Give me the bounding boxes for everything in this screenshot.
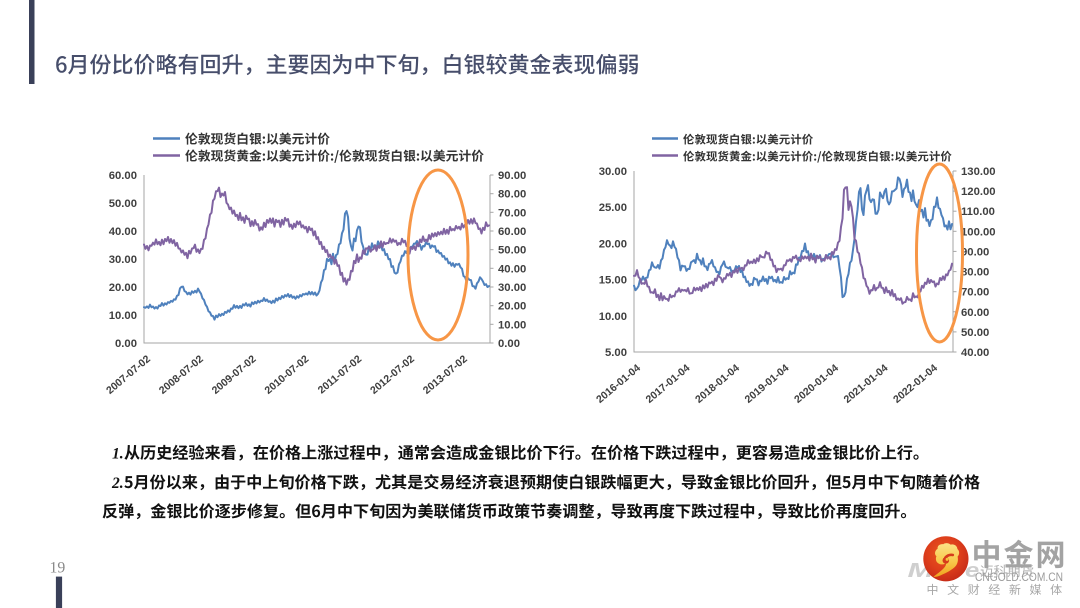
- svg-text:50.00: 50.00: [961, 327, 989, 339]
- svg-text:2.: 2.: [111, 475, 124, 492]
- svg-text:5.00: 5.00: [605, 347, 627, 359]
- svg-text:e: e: [965, 558, 979, 581]
- svg-text:70.00: 70.00: [961, 287, 989, 299]
- svg-text:60.00: 60.00: [961, 307, 989, 319]
- svg-text:100.00: 100.00: [961, 226, 996, 238]
- svg-text:40.00: 40.00: [109, 226, 137, 238]
- svg-text:90.00: 90.00: [961, 246, 989, 258]
- svg-text:80.00: 80.00: [498, 189, 526, 201]
- svg-text:70.00: 70.00: [498, 207, 526, 219]
- svg-text:15.00: 15.00: [599, 275, 627, 287]
- svg-text:110.00: 110.00: [961, 206, 995, 218]
- svg-text:10.00: 10.00: [498, 319, 526, 331]
- svg-text:50.00: 50.00: [109, 198, 137, 210]
- svg-text:120.00: 120.00: [961, 186, 996, 198]
- svg-text:10.00: 10.00: [599, 311, 627, 323]
- svg-text:80.00: 80.00: [961, 267, 989, 279]
- svg-text:40.00: 40.00: [498, 263, 526, 275]
- svg-text:130.00: 130.00: [961, 166, 996, 178]
- svg-text:60.00: 60.00: [109, 170, 137, 182]
- svg-text:40.00: 40.00: [961, 347, 989, 359]
- svg-text:20.00: 20.00: [498, 301, 526, 313]
- svg-text:90.00: 90.00: [498, 170, 526, 182]
- svg-text:20.00: 20.00: [109, 282, 137, 294]
- svg-text:30.00: 30.00: [599, 166, 627, 178]
- svg-text:60.00: 60.00: [498, 226, 526, 238]
- svg-text:19: 19: [50, 560, 66, 577]
- svg-text:0.00: 0.00: [115, 338, 137, 350]
- svg-text:0.00: 0.00: [498, 338, 520, 350]
- svg-text:50.00: 50.00: [498, 245, 526, 257]
- svg-text:10.00: 10.00: [109, 310, 137, 322]
- svg-text:1.: 1.: [112, 446, 124, 463]
- svg-text:30.00: 30.00: [498, 282, 526, 294]
- svg-text:CNGOLD.COM.CN: CNGOLD.COM.CN: [975, 570, 1063, 584]
- svg-text:25.00: 25.00: [599, 202, 627, 214]
- svg-text:20.00: 20.00: [599, 238, 627, 250]
- svg-text:30.00: 30.00: [109, 254, 137, 266]
